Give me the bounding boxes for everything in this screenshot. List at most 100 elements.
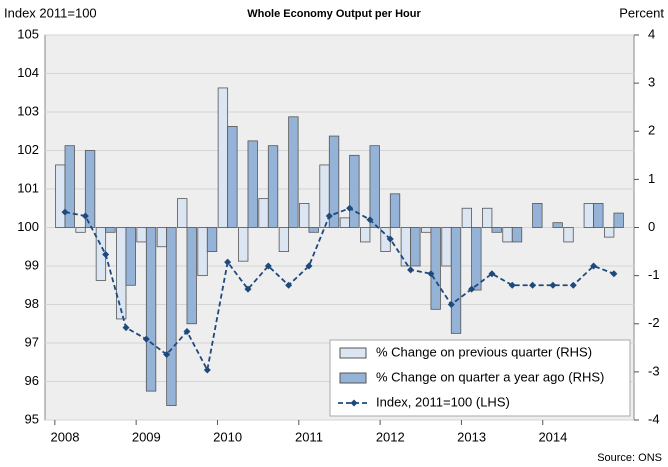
bar [288, 116, 299, 228]
marker [610, 270, 618, 278]
bar [206, 227, 218, 252]
y2-tick-label: -4 [648, 411, 660, 426]
marker [386, 235, 394, 243]
bar [84, 150, 96, 228]
y2-tick-label: 3 [648, 75, 655, 90]
bar [360, 227, 371, 243]
legend-label: % Change on previous quarter (RHS) [376, 344, 592, 359]
bar [471, 227, 482, 291]
marker [346, 204, 354, 212]
marker [529, 281, 537, 289]
marker [264, 262, 272, 270]
y-axis-label: Index 2011=100 [4, 5, 97, 20]
bar [145, 227, 157, 392]
bar [156, 227, 168, 248]
y2-tick-label: 2 [648, 123, 655, 138]
bar [177, 198, 188, 228]
y2-tick-label: -1 [648, 267, 660, 282]
bar [227, 126, 238, 228]
marker [488, 270, 496, 278]
index-line [64, 207, 615, 373]
legend-box [329, 339, 631, 417]
bar [461, 207, 473, 228]
marker [407, 266, 415, 274]
y-tick-label: 104 [17, 65, 39, 80]
y2-axis-label: Percent [619, 5, 664, 20]
bar [441, 227, 452, 267]
y2-tick-label: 0 [648, 219, 655, 234]
bar [430, 227, 441, 310]
bar [421, 227, 432, 233]
marker [325, 212, 333, 220]
bar [563, 227, 574, 243]
y-tick-label: 103 [17, 103, 39, 118]
marker [122, 324, 130, 332]
y2-tick-label: 1 [648, 171, 655, 186]
chart-title: Whole Economy Output per Hour [247, 8, 421, 20]
bar [400, 227, 412, 267]
bar [197, 227, 208, 277]
marker [366, 216, 374, 224]
bar [116, 227, 127, 320]
bar [136, 227, 147, 243]
bar [267, 145, 279, 228]
marker [203, 366, 211, 374]
marker [244, 285, 252, 293]
bar [55, 164, 66, 228]
bar [64, 145, 75, 228]
bar [217, 87, 229, 228]
bar [247, 140, 258, 228]
bar [389, 193, 401, 228]
marker [81, 212, 89, 220]
y-tick-label: 105 [17, 26, 39, 41]
marker [183, 327, 191, 335]
bar [349, 154, 360, 228]
bar [278, 227, 290, 252]
bar [593, 203, 604, 228]
bar [552, 222, 563, 228]
bar [369, 145, 380, 228]
y-tick-label: 97 [25, 334, 39, 349]
marker [590, 262, 598, 270]
bar [308, 227, 319, 233]
bar [125, 227, 136, 286]
bar [339, 217, 351, 228]
y-tick-label: 100 [17, 219, 39, 234]
marker [549, 281, 557, 289]
x-tick-label: 2014 [538, 429, 567, 444]
marker [102, 250, 110, 258]
x-tick-label: 2008 [51, 429, 80, 444]
bar [328, 135, 340, 228]
bar [491, 227, 502, 233]
bar [583, 203, 594, 228]
marker [305, 262, 313, 270]
bar [532, 203, 543, 228]
bar [238, 227, 249, 262]
legend-swatch [339, 372, 367, 384]
legend-swatch [339, 347, 367, 359]
marker [427, 270, 435, 278]
y-tick-label: 98 [25, 296, 39, 311]
y-tick-label: 101 [17, 180, 39, 195]
bar [75, 227, 86, 233]
bar [105, 227, 116, 233]
bar [502, 227, 513, 243]
x-tick-label: 2013 [457, 429, 486, 444]
marker [569, 281, 577, 289]
y-tick-label: 99 [25, 257, 39, 272]
legend-label: Index, 2011=100 (LHS) [376, 394, 510, 409]
y-tick-label: 102 [17, 142, 39, 157]
bar [604, 227, 615, 238]
bar [613, 212, 624, 228]
bar [299, 203, 310, 228]
bar [450, 227, 462, 334]
marker [142, 335, 150, 343]
x-tick-label: 2011 [295, 429, 323, 444]
bar [511, 227, 523, 243]
legend-marker [350, 399, 358, 407]
y-tick-label: 95 [25, 411, 39, 426]
x-tick-label: 2010 [213, 429, 242, 444]
x-tick-label: 2012 [376, 429, 405, 444]
marker [285, 281, 293, 289]
